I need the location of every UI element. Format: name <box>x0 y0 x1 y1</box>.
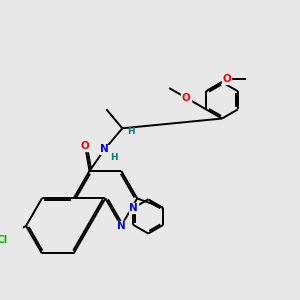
Bar <box>0 234 10 245</box>
Bar <box>222 75 231 84</box>
Bar <box>80 142 90 151</box>
Text: O: O <box>81 142 90 152</box>
Text: O: O <box>222 74 231 85</box>
Text: N: N <box>117 221 126 231</box>
Bar <box>181 93 191 103</box>
Text: O: O <box>182 93 190 103</box>
Text: N: N <box>129 203 138 213</box>
Text: N: N <box>100 144 109 154</box>
Text: Cl: Cl <box>0 235 8 245</box>
Bar <box>100 145 110 154</box>
Text: H: H <box>127 127 134 136</box>
Bar <box>129 203 138 213</box>
Bar <box>116 221 126 231</box>
Text: H: H <box>110 153 118 162</box>
